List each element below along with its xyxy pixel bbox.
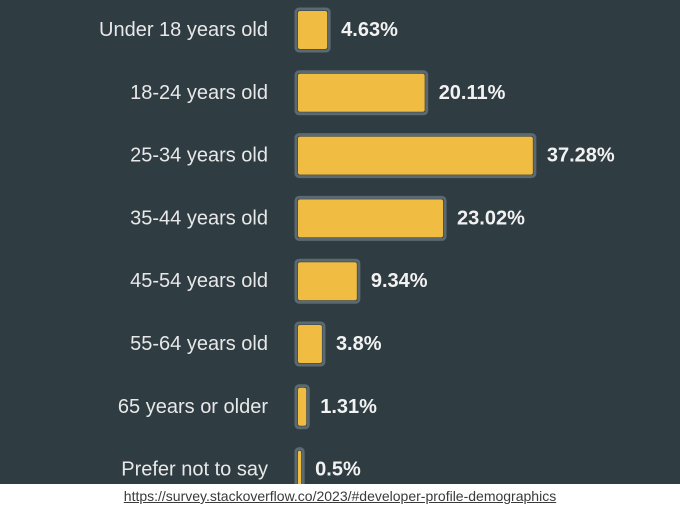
value-label: 37.28% xyxy=(547,145,615,167)
value-label: 9.34% xyxy=(371,270,428,292)
category-label: 45-54 years old xyxy=(130,270,268,292)
bar-outline xyxy=(294,133,537,179)
category-label: Prefer not to say xyxy=(121,459,268,481)
bar xyxy=(298,11,328,49)
category-label: 65 years or older xyxy=(118,396,268,418)
bar-outline xyxy=(294,70,429,116)
category-label: 55-64 years old xyxy=(130,333,268,355)
category-label: 18-24 years old xyxy=(130,82,268,104)
age-bar-chart: Under 18 years old 4.63% 18-24 years old 20… xyxy=(99,7,615,484)
bar-outline xyxy=(294,447,305,484)
value-label: 23.02% xyxy=(457,207,525,229)
bar xyxy=(298,73,425,112)
value-label: 0.5% xyxy=(315,459,361,481)
bar xyxy=(298,262,357,301)
chart-rows: Under 18 years old 4.63% 18-24 years old 20… xyxy=(99,7,615,484)
bar-outline xyxy=(294,258,361,304)
bar-outline xyxy=(294,7,331,53)
source-link[interactable]: https://survey.stackoverflow.co/2023/#de… xyxy=(123,488,557,504)
value-label: 3.8% xyxy=(336,333,382,355)
bar-outline xyxy=(294,384,310,430)
bar xyxy=(298,136,533,175)
category-label: 25-34 years old xyxy=(130,145,268,167)
chart-panel: Under 18 years old 4.63% 18-24 years old 20… xyxy=(0,0,680,484)
value-label: 4.63% xyxy=(341,19,398,41)
category-label: Under 18 years old xyxy=(99,19,268,41)
bar xyxy=(298,450,302,484)
value-label: 1.31% xyxy=(320,396,377,418)
category-label: 35-44 years old xyxy=(130,207,268,229)
bar-outline xyxy=(294,321,326,367)
bar xyxy=(298,199,444,238)
bar xyxy=(298,387,307,426)
bar xyxy=(298,325,322,363)
bar-outline xyxy=(294,195,447,241)
value-label: 20.11% xyxy=(439,82,506,104)
